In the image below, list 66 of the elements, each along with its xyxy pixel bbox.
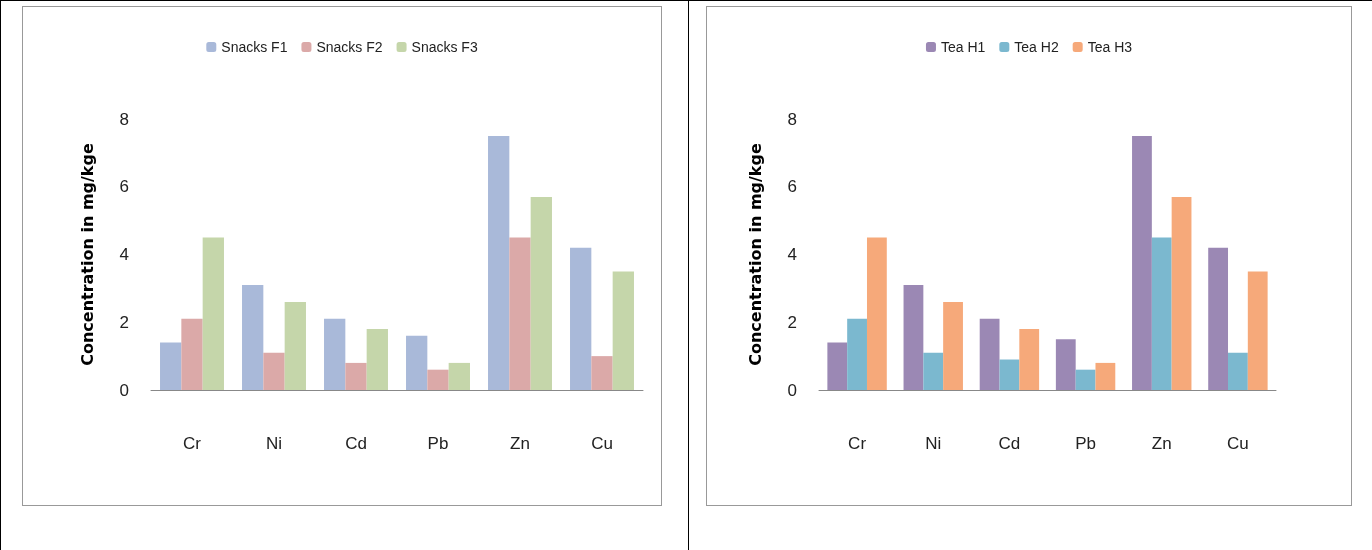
bar xyxy=(979,318,1000,390)
x-tick-label: Cu xyxy=(591,434,613,453)
bar xyxy=(612,271,634,390)
x-tick-label: Cd xyxy=(998,434,1021,453)
y-tick-label: 0 xyxy=(787,380,797,400)
bar xyxy=(530,196,552,390)
bar xyxy=(1055,339,1076,390)
x-tick-label: Zn xyxy=(1151,434,1172,453)
x-tick-label: Pb xyxy=(1075,434,1096,453)
bar xyxy=(1228,352,1248,390)
bar xyxy=(591,356,613,390)
bar xyxy=(827,342,848,390)
bar xyxy=(1132,135,1152,390)
bar xyxy=(160,342,182,390)
bar xyxy=(427,369,449,390)
x-tick-label: Ni xyxy=(925,434,942,453)
bar xyxy=(1095,362,1116,390)
bar xyxy=(202,237,224,390)
bar xyxy=(345,362,367,390)
legend-label: Tea H1 xyxy=(940,39,986,55)
legend-label: Tea H2 xyxy=(1014,39,1059,55)
bar xyxy=(324,318,346,390)
y-tick-label: 0 xyxy=(119,380,129,400)
bar xyxy=(999,359,1020,390)
legend-label: Snacks F2 xyxy=(316,39,383,55)
bar xyxy=(181,318,203,390)
bar xyxy=(242,284,264,390)
bar xyxy=(448,362,470,390)
legend-label: Tea H3 xyxy=(1087,39,1133,55)
bar xyxy=(903,284,924,390)
bar xyxy=(1247,271,1268,390)
bar xyxy=(866,237,887,390)
x-tick-label: Cu xyxy=(1227,434,1249,453)
y-axis-title: Concentration in mg/kge xyxy=(745,143,765,366)
y-tick-label: 4 xyxy=(787,245,797,264)
legend-label: Snacks F1 xyxy=(221,39,288,55)
y-tick-label: 2 xyxy=(119,312,129,332)
bar xyxy=(263,352,285,390)
y-tick-label: 6 xyxy=(119,177,129,197)
y-tick-label: 2 xyxy=(787,312,797,332)
bar xyxy=(509,237,531,390)
bar xyxy=(1075,369,1096,390)
bar xyxy=(923,352,944,390)
y-tick-label: 8 xyxy=(787,109,797,129)
y-axis-title: Concentration in mg/kge xyxy=(77,143,97,366)
legend-label: Snacks F3 xyxy=(411,39,478,55)
bar xyxy=(366,329,388,390)
x-tick-label: Pb xyxy=(427,434,449,453)
bar xyxy=(284,301,306,390)
y-tick-label: 8 xyxy=(119,109,129,129)
bar xyxy=(570,247,592,390)
x-tick-label: Cr xyxy=(183,434,202,453)
bar xyxy=(943,301,963,390)
bar xyxy=(406,335,428,390)
bar xyxy=(1171,196,1192,390)
x-tick-label: Cr xyxy=(848,434,867,453)
bar xyxy=(1208,247,1229,390)
x-tick-label: Zn xyxy=(510,434,530,453)
x-tick-label: Ni xyxy=(265,434,283,453)
x-tick-label: Cd xyxy=(345,434,367,453)
y-tick-label: 6 xyxy=(787,177,797,197)
bar xyxy=(1151,237,1172,390)
bar xyxy=(1019,329,1040,390)
bar xyxy=(488,135,510,390)
y-tick-label: 4 xyxy=(119,245,129,264)
bar xyxy=(847,318,867,390)
